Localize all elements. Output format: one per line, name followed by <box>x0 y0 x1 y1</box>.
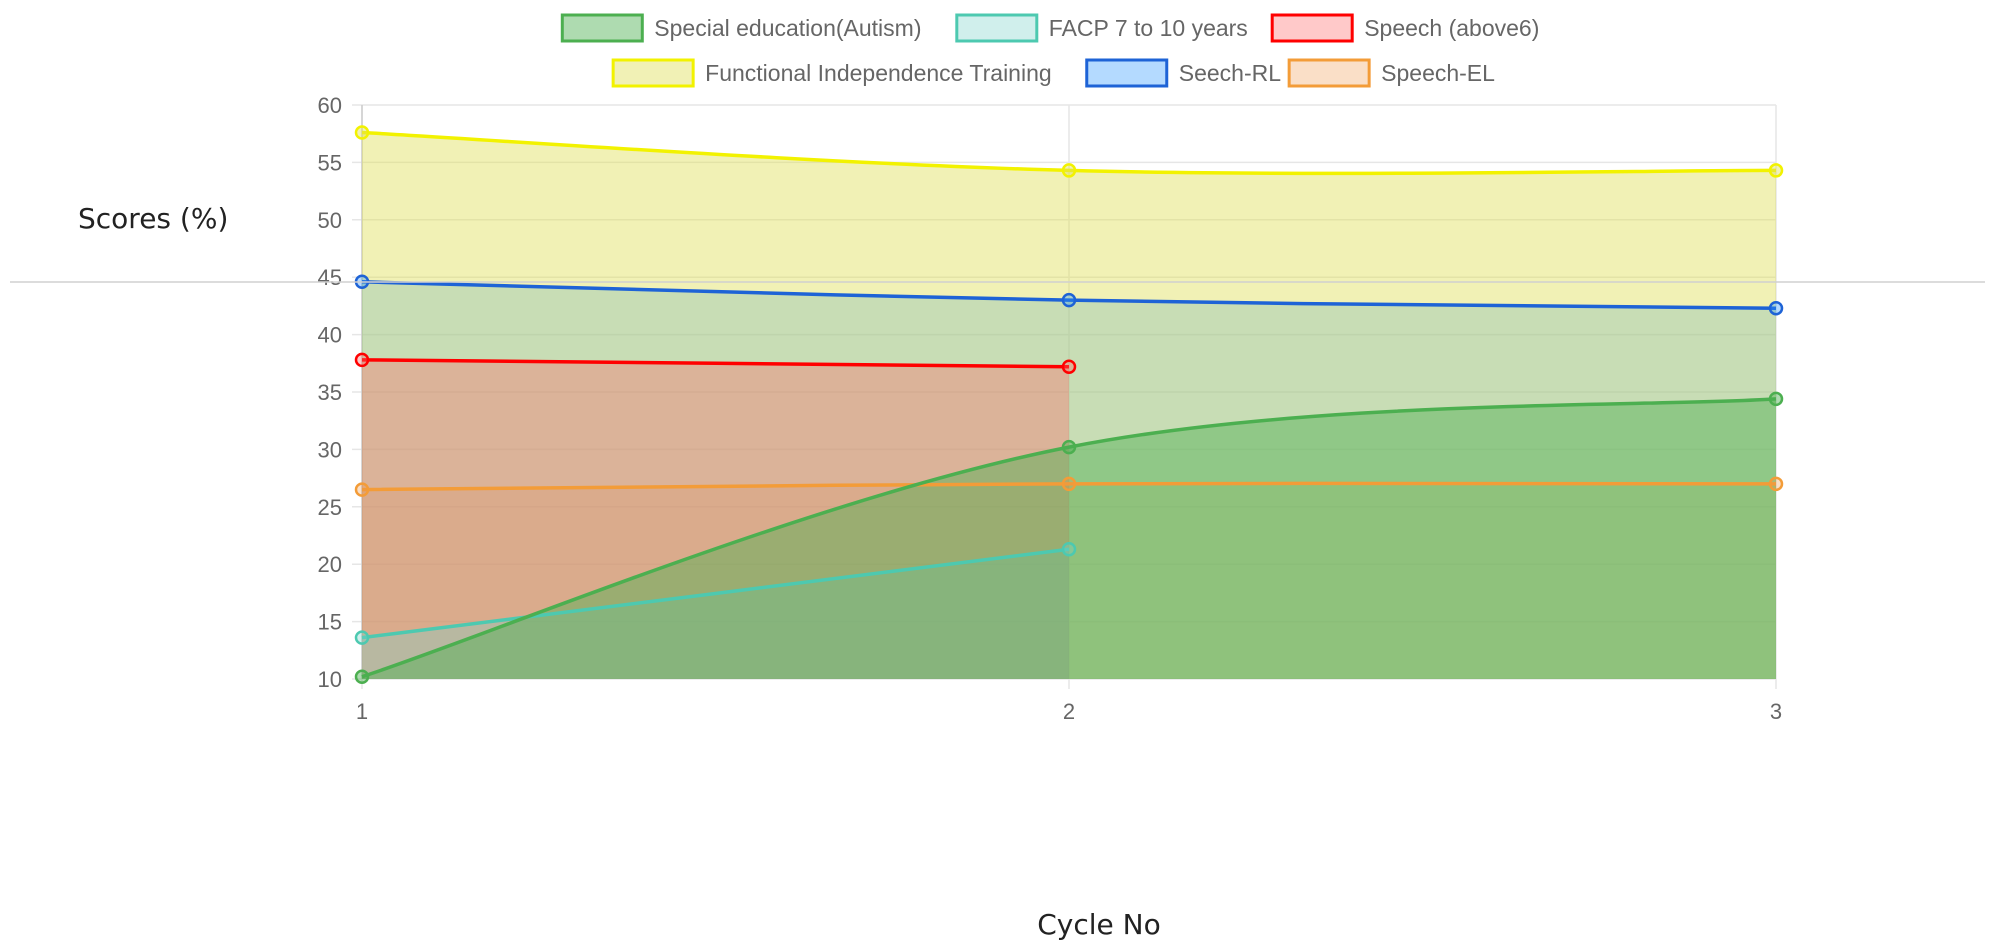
y-axis-title: Scores (%) <box>78 202 228 235</box>
legend-label[interactable]: Special education(Autism) <box>654 15 921 41</box>
data-point[interactable] <box>354 482 370 497</box>
x-axis-ticks: 1 2 3 <box>356 699 1782 724</box>
legend-swatch[interactable] <box>955 13 1039 43</box>
data-point[interactable] <box>354 125 370 140</box>
y-tick-label: 30 <box>318 437 342 462</box>
data-point[interactable] <box>354 669 370 684</box>
data-point[interactable] <box>1061 359 1077 374</box>
data-point[interactable] <box>1061 163 1077 178</box>
legend-swatch[interactable] <box>560 13 644 43</box>
y-tick-label: 40 <box>318 323 342 348</box>
x-tick-label: 2 <box>1063 699 1075 724</box>
series-line <box>361 547 1070 640</box>
series-line <box>361 358 1070 369</box>
series-area <box>362 281 1776 679</box>
legend-swatch[interactable] <box>1287 58 1371 88</box>
legend-label[interactable]: Speech-EL <box>1381 60 1495 86</box>
series-line <box>361 280 1777 310</box>
legend: Special education(Autism) FACP 7 to 10 ye… <box>560 13 1539 88</box>
series-line <box>361 130 1777 176</box>
data-point[interactable] <box>1768 300 1784 316</box>
series-area <box>362 132 1776 679</box>
data-point[interactable] <box>1768 391 1784 407</box>
legend-label[interactable]: Seech-RL <box>1179 60 1281 86</box>
x-tick-label: 3 <box>1770 699 1782 724</box>
series-area <box>362 549 1069 679</box>
data-point[interactable] <box>1768 163 1784 178</box>
data-point[interactable] <box>1061 292 1077 308</box>
series-line <box>361 397 1777 679</box>
series-area <box>362 359 1069 679</box>
data-point[interactable] <box>1061 542 1077 557</box>
legend-swatch[interactable] <box>611 58 695 88</box>
series-area <box>362 483 1776 679</box>
y-tick-label: 45 <box>318 265 342 290</box>
y-axis-ticks: 10 15 20 25 30 35 40 45 50 55 60 <box>318 93 342 692</box>
y-tick-label: 15 <box>318 610 342 635</box>
data-point[interactable] <box>354 630 370 645</box>
legend-label[interactable]: Speech (above6) <box>1364 15 1539 41</box>
data-point[interactable] <box>1768 476 1784 492</box>
data-point[interactable] <box>354 352 370 368</box>
y-tick-label: 20 <box>318 552 342 577</box>
y-tick-label: 35 <box>318 380 342 405</box>
data-point[interactable] <box>1061 476 1077 492</box>
y-tick-label: 55 <box>318 150 342 175</box>
x-tick-label: 1 <box>356 699 368 724</box>
y-tick-label: 60 <box>318 93 342 118</box>
series-areas <box>362 132 1776 679</box>
data-point[interactable] <box>1061 439 1077 455</box>
series-points <box>354 125 1784 684</box>
legend-swatch[interactable] <box>1270 13 1354 43</box>
legend-swatch[interactable] <box>1085 58 1169 88</box>
y-tick-label: 50 <box>318 208 342 233</box>
legend-label[interactable]: Functional Independence Training <box>705 60 1052 86</box>
series-line <box>361 481 1777 492</box>
series-lines <box>361 130 1777 679</box>
y-tick-label: 10 <box>318 667 342 692</box>
series-area <box>362 398 1776 679</box>
x-axis-title: Cycle No <box>1037 908 1161 941</box>
y-tick-label: 25 <box>318 495 342 520</box>
legend-label[interactable]: FACP 7 to 10 years <box>1049 15 1248 41</box>
